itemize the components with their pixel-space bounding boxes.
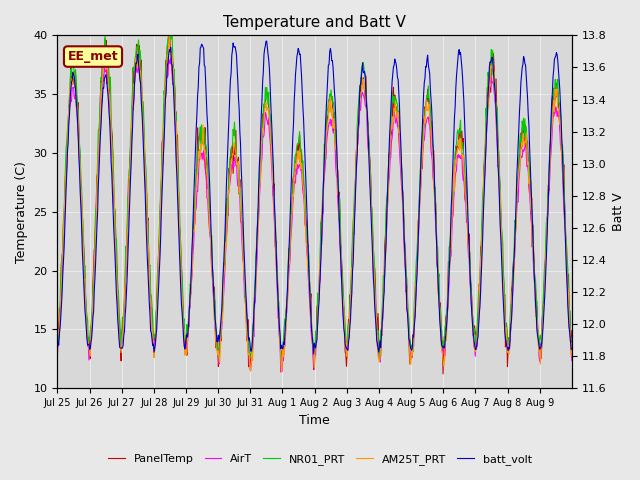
AM25T_PRT bbox=[254, 229, 262, 235]
Y-axis label: Batt V: Batt V bbox=[612, 192, 625, 231]
batt_volt bbox=[310, 351, 317, 357]
AirT bbox=[369, 237, 376, 243]
AM25T_PRT bbox=[278, 369, 285, 375]
PanelTemp bbox=[235, 155, 243, 160]
AM25T_PRT bbox=[54, 338, 61, 344]
AM25T_PRT bbox=[114, 295, 122, 301]
AM25T_PRT bbox=[166, 31, 173, 36]
NR01_PRT bbox=[568, 336, 576, 342]
PanelTemp bbox=[439, 371, 447, 377]
NR01_PRT bbox=[278, 359, 285, 365]
AirT bbox=[235, 183, 243, 189]
Line: NR01_PRT: NR01_PRT bbox=[58, 28, 572, 362]
PanelTemp bbox=[397, 156, 404, 162]
NR01_PRT bbox=[54, 335, 61, 340]
Legend: PanelTemp, AirT, NR01_PRT, AM25T_PRT, batt_volt: PanelTemp, AirT, NR01_PRT, AM25T_PRT, ba… bbox=[104, 450, 536, 469]
batt_volt bbox=[568, 346, 576, 352]
AM25T_PRT bbox=[397, 171, 405, 177]
NR01_PRT bbox=[114, 286, 122, 292]
AirT bbox=[209, 283, 217, 289]
Title: Temperature and Batt V: Temperature and Batt V bbox=[223, 15, 406, 30]
AirT bbox=[277, 369, 285, 375]
NR01_PRT bbox=[369, 223, 376, 229]
NR01_PRT bbox=[209, 273, 217, 279]
AirT bbox=[54, 353, 61, 359]
PanelTemp bbox=[254, 211, 262, 216]
PanelTemp bbox=[114, 288, 122, 294]
X-axis label: Time: Time bbox=[300, 414, 330, 427]
AirT bbox=[167, 55, 175, 60]
PanelTemp bbox=[54, 339, 61, 345]
AM25T_PRT bbox=[568, 340, 576, 346]
PanelTemp bbox=[209, 280, 217, 286]
batt_volt bbox=[253, 228, 261, 234]
AirT bbox=[114, 300, 122, 305]
PanelTemp bbox=[166, 21, 173, 26]
batt_volt bbox=[263, 38, 271, 44]
AM25T_PRT bbox=[235, 158, 243, 164]
AirT bbox=[397, 182, 405, 188]
NR01_PRT bbox=[166, 25, 173, 31]
AirT bbox=[254, 223, 262, 229]
batt_volt bbox=[234, 79, 242, 85]
PanelTemp bbox=[568, 327, 576, 333]
PanelTemp bbox=[368, 217, 376, 223]
batt_volt bbox=[397, 161, 405, 167]
AM25T_PRT bbox=[209, 280, 217, 286]
Line: AirT: AirT bbox=[58, 58, 572, 372]
batt_volt bbox=[369, 253, 376, 259]
Line: batt_volt: batt_volt bbox=[58, 41, 572, 354]
AirT bbox=[568, 358, 576, 363]
Line: AM25T_PRT: AM25T_PRT bbox=[58, 34, 572, 372]
NR01_PRT bbox=[397, 160, 405, 166]
AM25T_PRT bbox=[369, 238, 376, 243]
Line: PanelTemp: PanelTemp bbox=[58, 24, 572, 374]
batt_volt bbox=[54, 345, 61, 350]
Y-axis label: Temperature (C): Temperature (C) bbox=[15, 161, 28, 263]
NR01_PRT bbox=[254, 208, 262, 214]
batt_volt bbox=[209, 263, 216, 268]
Text: EE_met: EE_met bbox=[68, 50, 118, 63]
NR01_PRT bbox=[235, 160, 243, 166]
batt_volt bbox=[114, 317, 122, 323]
